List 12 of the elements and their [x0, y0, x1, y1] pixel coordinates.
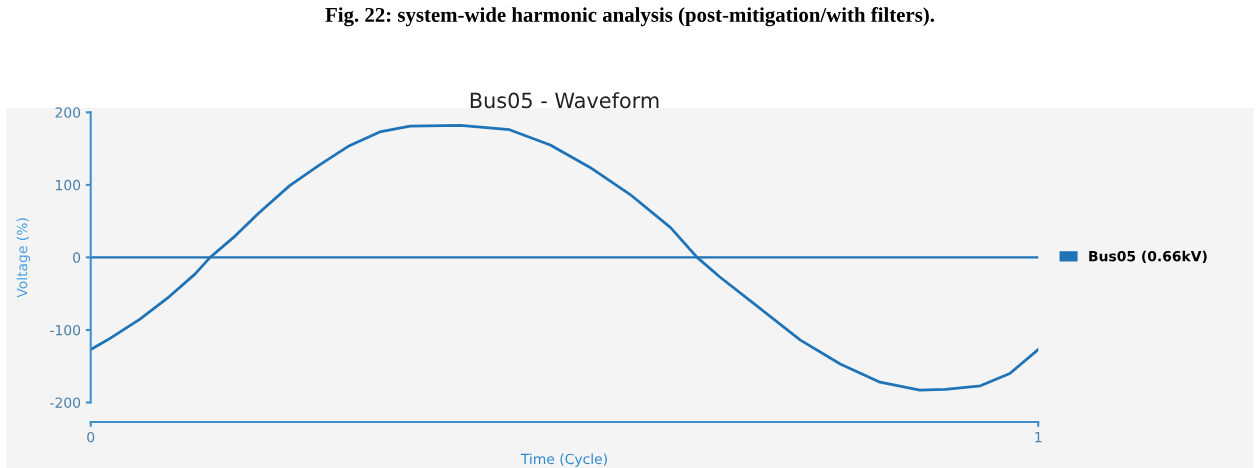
y-tick-label: -200 [50, 397, 81, 408]
y-tick-label: 0 [73, 252, 81, 263]
y-tick-label: -100 [50, 324, 81, 336]
caption: Fig. 22: system-wide harmonic analysis (post-mitigation/with filters). [325, 7, 935, 27]
x-axis-title: Time (Cycle) [520, 453, 607, 467]
y-axis-title: Voltage (%) [16, 218, 31, 298]
x-tick-label: 1 [1035, 432, 1042, 443]
legend-label: Bus05 (0.66kV) [1089, 250, 1207, 264]
y-tick-label: 100 [56, 179, 81, 191]
chart-title: Bus05 - Waveform [470, 92, 659, 109]
y-tick-label: 200 [55, 107, 81, 118]
line-series [90, 123, 1039, 392]
